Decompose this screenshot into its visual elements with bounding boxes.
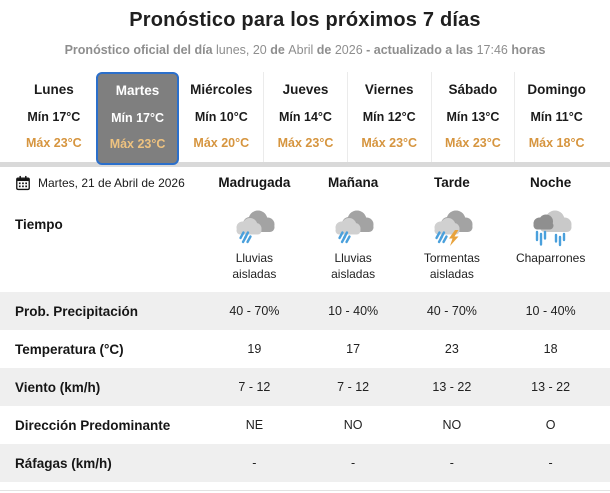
cell-value: 17 xyxy=(346,342,361,357)
cell-value: NE xyxy=(245,418,264,433)
day-name: Viernes xyxy=(364,82,414,97)
forecast-header: Pronóstico para los próximos 7 días Pron… xyxy=(0,0,610,57)
day-name: Jueves xyxy=(282,82,329,97)
day-min-temp: Mín 11°C xyxy=(530,110,583,124)
row-label: Dirección Predominante xyxy=(15,417,171,433)
cell-value: NO xyxy=(442,418,462,433)
day-card-martes-selected[interactable]: Martes Mín 17°C Máx 23°C xyxy=(95,72,180,165)
cell-value: 18 xyxy=(543,342,558,357)
table-row-temperature: Temperatura (°C) 19 17 23 18 xyxy=(0,330,610,368)
day-card-miercoles[interactable]: Miércoles Mín 10°C Máx 20°C xyxy=(179,72,263,162)
day-max-temp: Máx 23°C xyxy=(109,137,166,151)
calendar-icon xyxy=(16,175,30,190)
showers-icon xyxy=(533,210,572,247)
cell-value: 40 - 70% xyxy=(426,304,477,319)
day-max-temp: Máx 20°C xyxy=(193,136,250,150)
subtitle-part: - actualizado a las xyxy=(366,43,477,57)
day-max-temp: Máx 23°C xyxy=(361,136,418,150)
subtitle-part: de xyxy=(270,43,289,57)
weather-condition-label: Tormentas aisladas xyxy=(423,251,480,282)
subtitle-part: horas xyxy=(511,43,546,57)
cell-value: O xyxy=(545,418,556,433)
table-row-wind-direction: Dirección Predominante NE NO NO O xyxy=(0,406,610,444)
day-min-temp: Mín 10°C xyxy=(194,110,248,124)
weather-row: Tiempo Lluvias aisladas Lluvias aisladas xyxy=(0,198,610,292)
cell-value: - xyxy=(449,456,454,471)
day-card-jueves[interactable]: Jueves Mín 14°C Máx 23°C xyxy=(263,72,347,162)
cell-value: NO xyxy=(343,418,363,433)
column-header-noche: Noche xyxy=(529,175,572,190)
weather-cell-madrugada: Lluvias aisladas xyxy=(205,207,304,282)
table-row-precipitation: Prob. Precipitación 40 - 70% 10 - 40% 40… xyxy=(0,292,610,331)
subtitle-part: Abril xyxy=(288,43,317,57)
day-name: Martes xyxy=(115,83,160,98)
day-max-temp: Máx 18°C xyxy=(528,136,585,150)
cell-value: - xyxy=(548,456,553,471)
cell-value: 13 - 22 xyxy=(531,380,571,395)
day-min-temp: Mín 17°C xyxy=(27,110,81,124)
row-label: Prob. Precipitación xyxy=(15,303,139,319)
subtitle-part: lunes, 20 xyxy=(216,43,271,57)
subtitle-part: 17:46 xyxy=(476,43,512,57)
table-row-gusts: Ráfagas (km/h) - - - - xyxy=(0,444,610,483)
subtitle-part: Pronóstico oficial del día xyxy=(64,43,217,57)
weather-cell-manana: Lluvias aisladas xyxy=(304,207,403,282)
day-name: Miércoles xyxy=(190,82,253,97)
cell-value: - xyxy=(252,456,257,471)
day-name: Domingo xyxy=(527,82,586,97)
day-min-temp: Mín 13°C xyxy=(446,110,500,124)
weather-cell-tarde: Tormentas aisladas xyxy=(403,207,502,282)
cell-value: 10 - 40% xyxy=(525,304,576,319)
rain-icon xyxy=(335,210,374,244)
cell-value: 13 - 22 xyxy=(432,380,472,395)
subtitle-part: 2026 xyxy=(334,43,367,57)
row-label: Temperatura (°C) xyxy=(15,341,124,357)
weather-condition-label: Lluvias aisladas xyxy=(232,251,277,282)
table-row-wind: Viento (km/h) 7 - 12 7 - 12 13 - 22 13 -… xyxy=(0,368,610,407)
day-min-temp: Mín 14°C xyxy=(279,110,332,124)
weather-condition-label: Lluvias aisladas xyxy=(331,251,376,282)
subtitle-part: de xyxy=(316,43,335,57)
weather-cell-noche: Chaparrones xyxy=(501,207,600,266)
page-title: Pronóstico para los próximos 7 días xyxy=(129,9,481,31)
row-label-tiempo: Tiempo xyxy=(15,217,63,232)
cell-value: 19 xyxy=(247,342,262,357)
bottom-divider xyxy=(0,490,610,492)
cell-value: 10 - 40% xyxy=(328,304,379,319)
column-header-tarde: Tarde xyxy=(433,175,470,190)
cell-value: 7 - 12 xyxy=(238,380,271,395)
cell-value: - xyxy=(351,456,356,471)
storm-icon xyxy=(434,210,473,246)
day-card-domingo[interactable]: Domingo Mín 11°C Máx 18°C xyxy=(514,72,598,162)
day-min-temp: Mín 12°C xyxy=(362,110,416,124)
forecast-subtitle: Pronóstico oficial del día lunes, 20 de … xyxy=(0,43,610,57)
day-max-temp: Máx 23°C xyxy=(277,136,334,150)
selected-date-label: Martes, 21 de Abril de 2026 xyxy=(38,175,185,190)
day-name: Sábado xyxy=(448,82,498,97)
cell-value: 40 - 70% xyxy=(229,304,280,319)
row-label: Ráfagas (km/h) xyxy=(15,455,112,471)
rain-icon xyxy=(236,210,275,244)
day-selector: Lunes Mín 17°C Máx 23°C Martes Mín 17°C … xyxy=(12,72,598,165)
row-label: Viento (km/h) xyxy=(15,379,101,395)
cell-value: 23 xyxy=(444,342,459,357)
column-header-manana: Mañana xyxy=(327,175,379,190)
section-divider xyxy=(0,162,610,167)
day-card-sabado[interactable]: Sábado Mín 13°C Máx 23°C xyxy=(430,72,515,162)
day-card-lunes[interactable]: Lunes Mín 17°C Máx 23°C xyxy=(12,72,96,162)
column-header-madrugada: Madrugada xyxy=(218,175,291,190)
day-max-temp: Máx 23°C xyxy=(445,136,501,150)
table-header-row: Martes, 21 de Abril de 2026 Madrugada Ma… xyxy=(0,167,610,198)
day-max-temp: Máx 23°C xyxy=(25,136,82,150)
selected-date: Martes, 21 de Abril de 2026 xyxy=(0,175,205,191)
cell-value: 7 - 12 xyxy=(337,380,370,395)
weather-condition-label: Chaparrones xyxy=(515,251,586,265)
day-card-viernes[interactable]: Viernes Mín 12°C Máx 23°C xyxy=(346,72,431,162)
day-min-temp: Mín 17°C xyxy=(111,111,165,125)
day-name: Lunes xyxy=(33,82,74,97)
